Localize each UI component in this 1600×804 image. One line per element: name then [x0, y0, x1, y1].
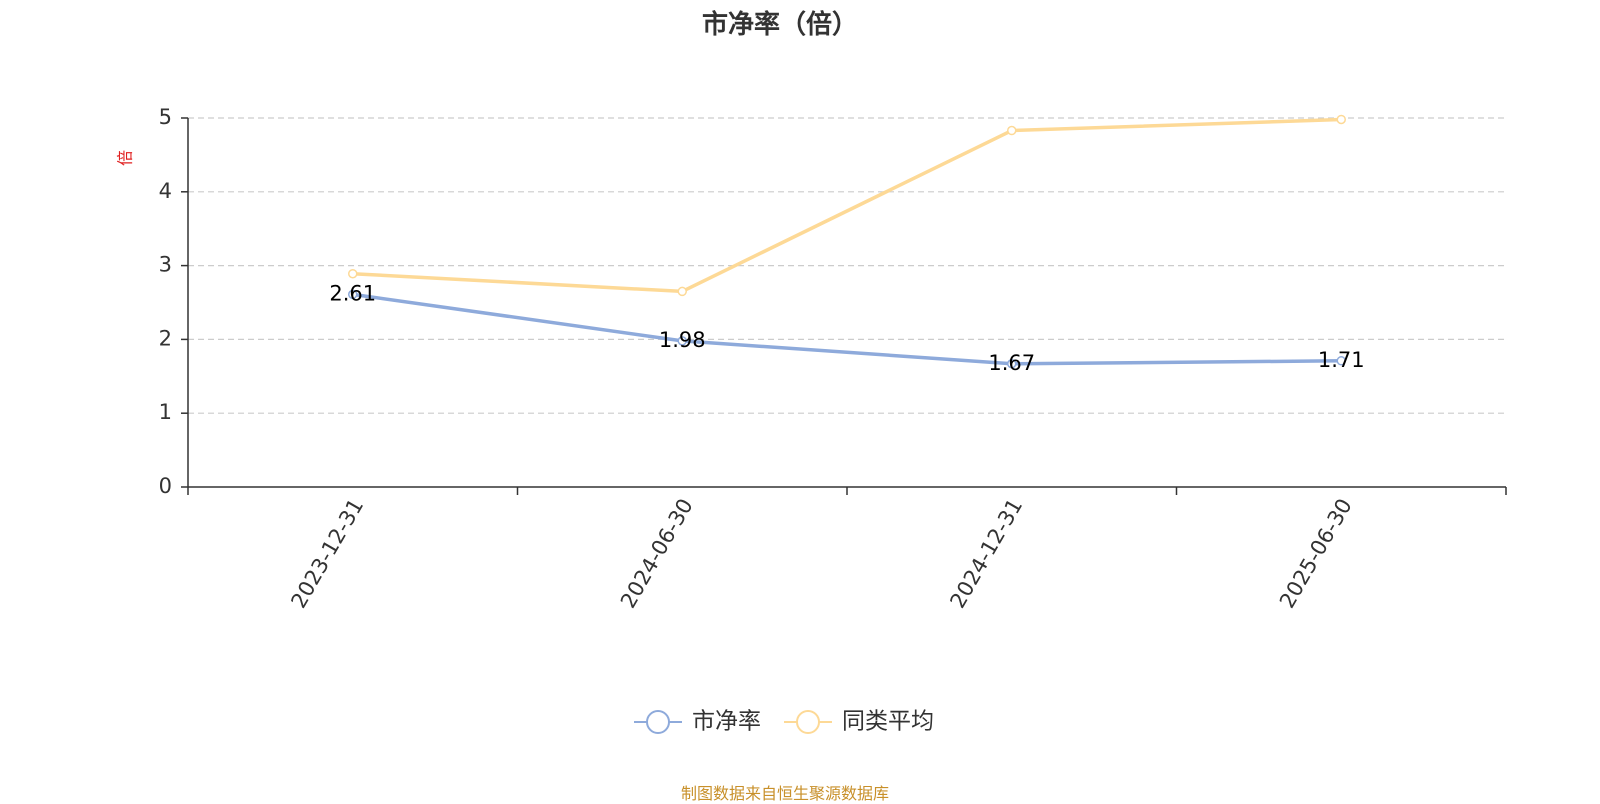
chart-title: 市净率（倍） — [701, 10, 858, 40]
legend-label: 市净率 — [692, 709, 761, 735]
y-axis-label: 倍 — [116, 150, 135, 166]
legend[interactable]: 市净率 同类平均 — [634, 709, 934, 735]
legend-item[interactable]: 市净率 — [634, 709, 761, 735]
y-tick-label: 2 — [159, 326, 172, 350]
legend-item[interactable]: 同类平均 — [784, 709, 934, 735]
data-label: 1.71 — [1318, 348, 1365, 372]
series: 2.61 1.98 1.67 1.71 — [329, 114, 1365, 375]
data-label: 1.98 — [659, 328, 706, 352]
series-line — [351, 117, 1343, 294]
y-tick-label: 4 — [159, 179, 172, 203]
grid-lines — [188, 117, 1506, 414]
data-label: 2.61 — [329, 281, 376, 305]
data-label: 1.67 — [988, 351, 1035, 375]
series-line — [351, 292, 1343, 366]
data-point[interactable] — [348, 289, 358, 300]
data-source-note: 制图数据来自恒生聚源数据库 — [680, 784, 889, 803]
data-point[interactable] — [677, 336, 687, 346]
x-tick-label: 2023-12-31 — [286, 495, 368, 613]
series-0: 2.61 1.98 1.67 1.71 — [329, 281, 1364, 374]
y-tick-label: 1 — [159, 400, 172, 424]
y-tick-label: 3 — [159, 253, 172, 277]
data-point[interactable] — [1007, 125, 1017, 136]
series-1 — [348, 114, 1346, 297]
x-tick-label: 2024-12-31 — [945, 495, 1027, 613]
x-tick-label: 2024-06-30 — [616, 495, 698, 613]
x-tick-label: 2025-06-30 — [1275, 495, 1357, 613]
data-point[interactable] — [677, 286, 687, 297]
y-tick-label: 0 — [159, 474, 172, 498]
data-point[interactable] — [1007, 359, 1017, 369]
data-point[interactable] — [1336, 114, 1346, 125]
legend-marker-icon — [646, 710, 670, 734]
axes: 0 1 2 3 4 5 2023-12-31 2024-06-30 2024-12-31 2025… — [159, 105, 1507, 613]
data-point[interactable] — [1336, 356, 1346, 366]
y-tick-label: 5 — [159, 105, 172, 129]
data-point[interactable] — [348, 268, 358, 279]
legend-marker-icon — [796, 710, 820, 734]
legend-label: 同类平均 — [842, 709, 934, 735]
